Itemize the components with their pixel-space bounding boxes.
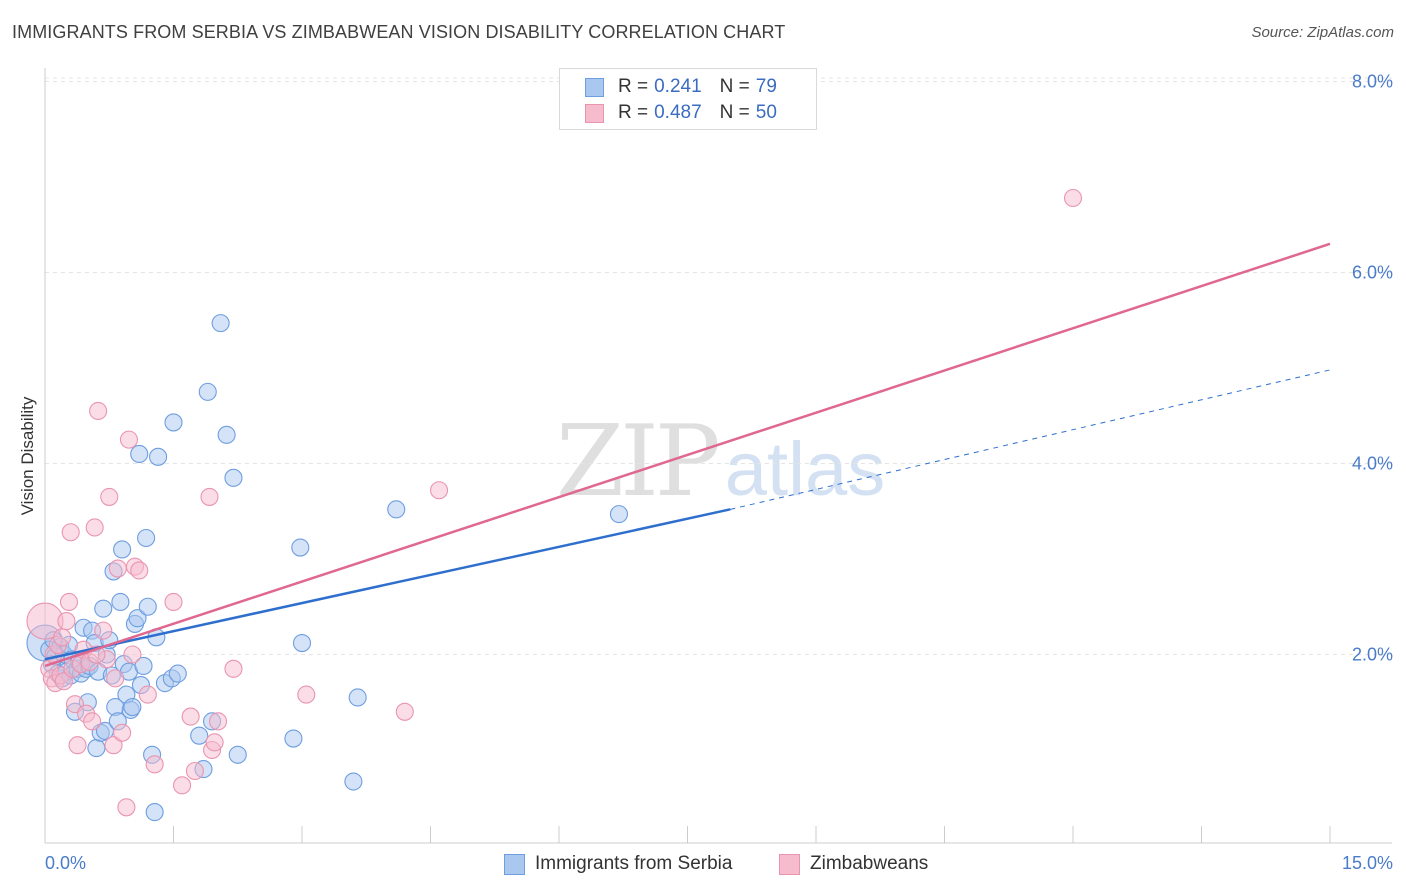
serbia-point xyxy=(94,599,113,618)
serbia-point xyxy=(123,697,142,717)
serbia-point xyxy=(138,597,157,616)
legend-item-serbia[interactable]: Immigrants from Serbia xyxy=(504,853,732,875)
y-tick-label: 6.0% xyxy=(1352,263,1393,283)
serbia-point xyxy=(87,739,106,758)
zimbabwe-point xyxy=(185,761,204,781)
serbia-point xyxy=(113,540,132,559)
trend-lines xyxy=(44,242,1331,668)
y-tick-label: 4.0% xyxy=(1352,454,1393,474)
serbia-point xyxy=(387,500,406,519)
serbia-point xyxy=(134,656,153,676)
serbia-point xyxy=(348,688,367,707)
n-label: N = xyxy=(719,76,750,97)
serbia-point xyxy=(228,745,247,764)
serbia-point xyxy=(164,413,183,432)
serbia-point xyxy=(211,314,230,333)
zimbabwe-point xyxy=(94,621,113,640)
x-tick-label-min: 0.0% xyxy=(45,853,86,873)
serbia-point xyxy=(190,726,209,745)
r-value: 0.241 xyxy=(654,76,702,97)
zimbabwe-swatch xyxy=(585,103,604,123)
y-tick-label: 2.0% xyxy=(1352,645,1393,665)
zimbabwe-point xyxy=(430,481,449,500)
zimbabwe-point xyxy=(1063,188,1083,208)
chart-title: IMMIGRANTS FROM SERBIA VS ZIMBABWEAN VIS… xyxy=(12,22,786,42)
y-tick-label: 8.0% xyxy=(1352,72,1393,92)
zimbabwe-point xyxy=(224,659,243,678)
serbia-point xyxy=(609,505,629,524)
serbia-point xyxy=(149,447,168,466)
grid-lines xyxy=(45,77,1392,655)
zimbabwe-point xyxy=(68,736,87,755)
legend-row-serbia: R = 0.241 N = 79 xyxy=(585,74,777,100)
zimbabwe-point xyxy=(57,612,76,631)
y-axis-label: Vision Disability xyxy=(18,396,37,516)
zimbabwe-swatch xyxy=(779,853,800,875)
correlation-legend: R = 0.241 N = 79 R = 0.487 N = 50 xyxy=(559,68,817,130)
tick-labels: 2.0% 4.0% 6.0% 8.0% 0.0% 15.0% xyxy=(45,72,1393,874)
legend-label-serbia: Immigrants from Serbia xyxy=(535,853,733,874)
legend-item-zimbabwe[interactable]: Zimbabweans xyxy=(779,853,928,875)
zimbabwe-point xyxy=(123,645,142,664)
serbia-point xyxy=(291,538,310,557)
zimbabwe-point xyxy=(108,559,127,578)
zimbabwe-point xyxy=(59,592,79,612)
zimbabwe-point xyxy=(53,628,72,647)
legend-label-zimbabwe: Zimbabweans xyxy=(810,853,929,874)
zimbabwe-point xyxy=(200,487,219,506)
zimbabwe-point xyxy=(138,685,157,704)
x-tick-label-max: 15.0% xyxy=(1342,853,1393,873)
serbia-point xyxy=(292,633,312,653)
serbia-point xyxy=(284,729,303,748)
serbia-point xyxy=(111,592,130,612)
zimbabwe-point xyxy=(145,755,164,774)
zimbabwe-point xyxy=(104,736,123,755)
zimbabwe-point xyxy=(173,776,192,795)
series-legend: Immigrants from Serbia Zimbabweans xyxy=(0,851,1406,879)
zimbabwe-point xyxy=(117,798,136,817)
source-credit: Source: ZipAtlas.com xyxy=(1251,24,1394,41)
r-value: 0.487 xyxy=(654,102,702,123)
legend-row-zimbabwe: R = 0.487 N = 50 xyxy=(585,100,777,126)
zimbabwe-point xyxy=(164,592,183,612)
serbia-point xyxy=(145,803,164,822)
n-value: 79 xyxy=(755,76,777,97)
zimbabwe-point xyxy=(181,707,200,726)
zimbabwe-point xyxy=(54,672,73,691)
zimbabwe-point xyxy=(106,669,125,688)
zimbabwe-point xyxy=(205,733,224,752)
r-label: R = xyxy=(618,76,649,97)
serbia-point xyxy=(217,425,236,444)
serbia-swatch xyxy=(585,77,604,97)
serbia-point xyxy=(168,664,187,683)
n-label: N = xyxy=(719,102,750,123)
serbia-point xyxy=(130,444,149,464)
zimbabwe-point xyxy=(395,702,414,721)
data-points xyxy=(26,188,1083,822)
zimbabwe-trend-line xyxy=(44,242,1331,668)
serbia-point xyxy=(128,609,147,628)
zimbabwe-point xyxy=(83,712,102,731)
zimbabwe-point xyxy=(208,712,228,731)
serbia-point xyxy=(224,468,243,487)
zimbabwe-point xyxy=(297,685,316,704)
zimbabwe-point xyxy=(130,561,149,580)
zimbabwe-point xyxy=(61,523,80,542)
r-label: R = xyxy=(618,102,649,123)
zimbabwe-point xyxy=(85,518,104,537)
zimbabwe-point xyxy=(100,487,119,506)
serbia-point xyxy=(137,528,156,548)
serbia-trend-line xyxy=(44,508,731,661)
serbia-point xyxy=(344,772,363,791)
serbia-trend-extension xyxy=(730,369,1331,510)
zimbabwe-point xyxy=(119,430,139,449)
zimbabwe-point xyxy=(113,723,132,742)
n-value: 50 xyxy=(755,102,777,123)
serbia-swatch xyxy=(504,853,525,875)
zimbabwe-point xyxy=(89,401,108,421)
axes xyxy=(44,68,1392,844)
serbia-point xyxy=(198,382,217,401)
